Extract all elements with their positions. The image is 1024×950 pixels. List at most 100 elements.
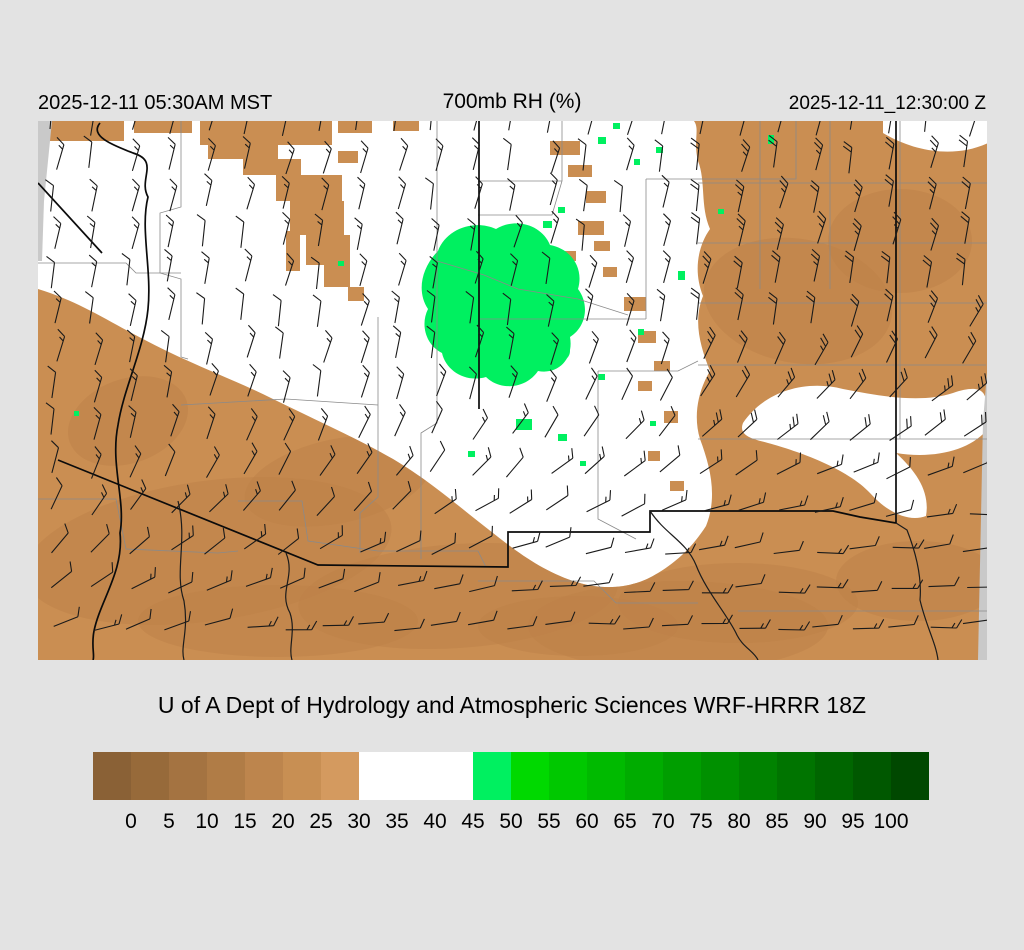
map-caption: U of A Dept of Hydrology and Atmospheric… xyxy=(157,692,867,718)
wind-barb xyxy=(474,324,485,358)
wind-barb xyxy=(49,121,52,130)
wind-barb xyxy=(626,329,637,363)
wind-barb xyxy=(544,405,559,438)
wind-barb xyxy=(541,251,551,284)
wind-barb xyxy=(399,137,409,171)
wind-barb xyxy=(360,140,369,174)
wind-barb xyxy=(587,121,593,135)
wind-barb xyxy=(129,445,142,478)
wind-barb xyxy=(777,413,799,440)
wind-barb xyxy=(849,492,878,511)
wind-barb xyxy=(319,525,343,550)
wind-barb xyxy=(690,137,700,170)
wind-barb xyxy=(778,584,811,594)
wind-barb xyxy=(126,329,136,363)
wind-barb xyxy=(358,405,371,438)
wind-barb xyxy=(736,330,748,363)
wind-barb xyxy=(45,179,55,212)
wind-barb xyxy=(842,141,853,174)
wind-barb xyxy=(735,365,751,398)
wind-barb xyxy=(285,141,295,175)
wind-barb xyxy=(131,178,140,212)
wind-barb xyxy=(510,253,519,286)
wind-barb xyxy=(322,616,354,627)
wind-barb xyxy=(621,367,634,401)
wind-barb xyxy=(577,138,587,171)
wind-barb xyxy=(814,137,824,171)
wind-barb xyxy=(885,499,915,517)
wind-barb xyxy=(360,293,370,326)
wind-barb xyxy=(196,292,206,325)
wind-barb xyxy=(394,618,425,632)
wind-barb xyxy=(735,450,758,476)
colorbar-tick-label: 10 xyxy=(195,810,219,833)
wind-barb xyxy=(431,218,440,251)
wind-barb xyxy=(130,479,147,510)
wind-barb xyxy=(131,121,136,130)
wind-barb xyxy=(50,561,73,589)
colorbar-segment xyxy=(473,752,511,800)
wind-barb xyxy=(209,484,229,513)
wind-barb xyxy=(502,292,512,326)
colorbar-tick-label: 70 xyxy=(651,810,675,833)
wind-barb xyxy=(209,363,219,396)
colorbar-tick-label: 55 xyxy=(537,810,561,833)
wind-barb xyxy=(623,450,646,477)
wind-barb xyxy=(246,408,258,441)
wind-barb xyxy=(319,445,336,476)
colorbar-segment xyxy=(891,752,929,800)
wind-barb xyxy=(360,330,370,363)
wind-barb xyxy=(550,140,561,173)
colorbar-tick-label: 5 xyxy=(163,810,175,833)
wind-barb xyxy=(551,448,574,474)
colorbar-segment xyxy=(587,752,625,800)
wind-barb xyxy=(242,136,251,169)
wind-barb xyxy=(56,328,66,362)
wind-barb xyxy=(810,248,821,282)
wind-barb xyxy=(467,218,476,251)
colorbar-segment xyxy=(511,752,549,800)
wind-barb xyxy=(663,213,672,247)
wind-barb xyxy=(889,368,908,398)
wind-barb xyxy=(511,580,543,592)
colorbar-segment xyxy=(663,752,701,800)
wind-barb xyxy=(89,178,98,212)
wind-barb xyxy=(546,294,555,327)
wind-barb xyxy=(546,369,557,402)
wind-barb xyxy=(853,452,880,473)
wind-barb xyxy=(624,538,655,554)
wind-barb xyxy=(967,586,987,589)
valid-time-utc-label: 2025-12-11_12:30:00 Z xyxy=(788,93,986,114)
wind-barb xyxy=(284,253,295,286)
wind-barb xyxy=(468,525,493,549)
wind-barb xyxy=(243,121,248,135)
wind-barb xyxy=(509,489,533,514)
wind-barb xyxy=(168,571,194,594)
wind-barb xyxy=(243,442,258,475)
wind-barb xyxy=(165,214,175,248)
wind-barb xyxy=(924,409,946,436)
wind-barb xyxy=(585,367,598,400)
wind-barb xyxy=(926,503,958,518)
colorbar-segment xyxy=(131,752,169,800)
wind-barb xyxy=(474,250,484,284)
wind-barb xyxy=(662,250,671,284)
wind-barb xyxy=(129,368,138,402)
wind-barb xyxy=(578,178,588,212)
wind-barb xyxy=(626,293,635,326)
wind-barb xyxy=(888,121,892,134)
wind-barb xyxy=(243,523,267,550)
wind-barb xyxy=(701,409,723,437)
wind-barb xyxy=(656,288,666,322)
colorbar-tick-label: 25 xyxy=(309,810,333,833)
wind-barb xyxy=(282,212,291,245)
wind-barb xyxy=(391,290,400,324)
wind-barb xyxy=(588,330,599,364)
colorbar-segment xyxy=(321,752,359,800)
wind-barb xyxy=(170,403,180,437)
wind-barb xyxy=(507,178,516,211)
wind-barb xyxy=(659,368,673,401)
wind-barb xyxy=(853,179,863,213)
wind-barb xyxy=(817,210,827,244)
colorbar-segment xyxy=(435,752,473,800)
